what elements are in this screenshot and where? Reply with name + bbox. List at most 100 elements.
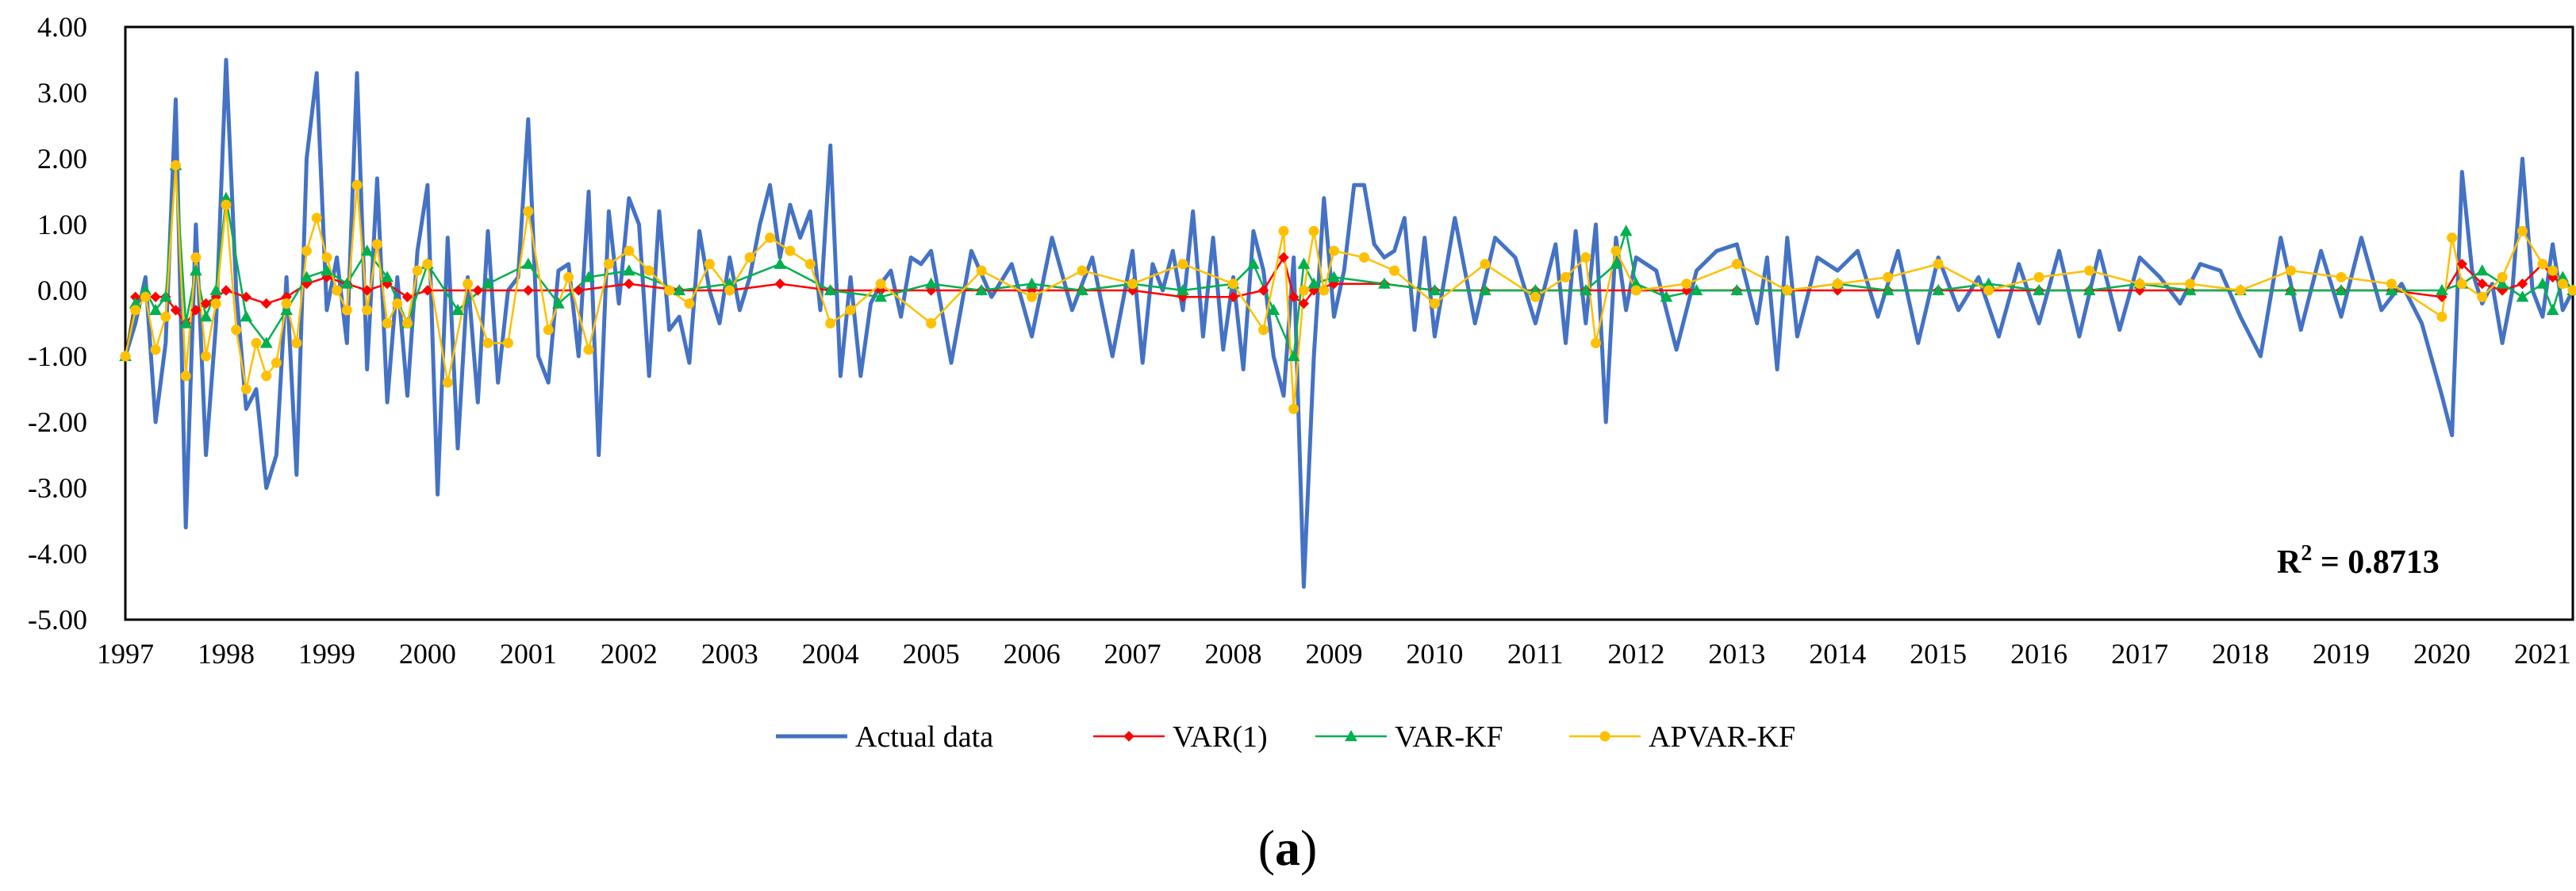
data-point xyxy=(472,285,484,296)
y-tick-label: -2.00 xyxy=(28,406,87,438)
data-point xyxy=(926,318,937,328)
data-point xyxy=(2284,283,2298,296)
data-point xyxy=(160,311,171,322)
data-point xyxy=(1881,283,1895,296)
data-point xyxy=(301,245,313,256)
r-squared-annotation: R2 = 0.8713 xyxy=(2277,541,2440,581)
data-point xyxy=(724,285,735,296)
x-tick-label: 2019 xyxy=(2313,638,2370,670)
figure-caption: (a) xyxy=(1258,820,1318,876)
data-point xyxy=(622,264,635,276)
x-tick-label: 2016 xyxy=(2010,638,2067,670)
data-point xyxy=(2496,277,2509,289)
x-tick-label: 2018 xyxy=(2212,638,2269,670)
x-tick-label: 2008 xyxy=(1205,638,1262,670)
data-point xyxy=(582,271,595,282)
data-point xyxy=(221,285,232,296)
data-point xyxy=(120,351,131,362)
data-point xyxy=(2537,259,2548,270)
data-point xyxy=(1307,277,1320,289)
data-point xyxy=(523,205,534,217)
data-point xyxy=(1247,257,1260,269)
x-tick-label: 2015 xyxy=(1910,638,1967,670)
y-tick-label: -4.00 xyxy=(28,538,87,570)
data-point xyxy=(624,278,635,290)
data-point xyxy=(774,257,787,269)
data-point xyxy=(643,265,655,276)
x-tick-label: 1998 xyxy=(198,638,255,670)
data-point xyxy=(199,310,213,322)
data-point xyxy=(521,257,535,269)
data-point xyxy=(340,277,354,289)
data-point xyxy=(552,297,565,309)
data-point xyxy=(231,325,242,336)
data-point xyxy=(1883,271,1894,282)
data-point xyxy=(451,303,464,315)
x-axis-ticks: 1997 1998 1999 2000 2001 2002 2003 2004 2005 2006… xyxy=(97,638,2571,670)
data-point xyxy=(1228,278,1239,290)
data-point xyxy=(401,291,413,303)
data-point xyxy=(2567,285,2576,296)
data-point xyxy=(281,298,292,309)
data-point xyxy=(2033,271,2044,282)
data-point xyxy=(1297,257,1311,269)
data-point xyxy=(2447,232,2458,244)
data-point xyxy=(2546,303,2559,315)
legend-label: VAR(1) xyxy=(1173,720,1268,754)
data-point xyxy=(2134,278,2145,290)
data-point xyxy=(259,336,273,348)
data-point xyxy=(1177,259,1188,270)
data-point xyxy=(209,283,223,296)
data-point xyxy=(382,318,393,328)
data-point xyxy=(280,303,293,315)
y-tick-label: 3.00 xyxy=(37,77,87,109)
plot-frame xyxy=(124,25,2574,621)
data-point xyxy=(201,351,212,362)
data-point xyxy=(412,265,423,276)
data-point xyxy=(150,291,161,303)
data-point xyxy=(874,290,888,302)
data-point xyxy=(321,264,333,276)
data-point xyxy=(1560,271,1571,282)
data-point xyxy=(1660,290,1673,302)
data-point xyxy=(2516,278,2528,290)
data-point xyxy=(2335,283,2348,296)
series-line-actual-data xyxy=(123,58,2575,589)
data-point xyxy=(583,344,594,355)
data-point xyxy=(1258,325,1269,336)
data-point xyxy=(1027,291,1038,302)
data-point xyxy=(1591,337,1602,348)
data-point xyxy=(1308,225,1319,236)
data-point xyxy=(1227,291,1239,303)
data-point xyxy=(200,298,212,309)
data-point xyxy=(2385,283,2398,296)
data-point xyxy=(130,305,141,316)
data-point xyxy=(1630,285,1641,296)
data-point xyxy=(2516,290,2529,302)
data-point xyxy=(1690,283,1703,296)
data-point xyxy=(2083,283,2096,296)
legend-label: VAR-KF xyxy=(1395,720,1503,754)
data-point xyxy=(1429,298,1440,309)
x-tick-label: 2014 xyxy=(1809,638,1866,670)
data-point xyxy=(392,298,403,309)
x-tick-label: 2007 xyxy=(1104,638,1161,670)
series-line-apvar-kf xyxy=(124,164,2574,410)
data-point xyxy=(1389,265,1400,276)
data-point xyxy=(774,278,785,290)
data-point xyxy=(1127,278,1138,290)
x-tick-label: 2017 xyxy=(2111,638,2168,670)
data-point xyxy=(2185,278,2196,290)
data-point xyxy=(1359,252,1370,263)
data-point xyxy=(261,371,272,382)
data-point xyxy=(2386,278,2397,290)
data-point xyxy=(170,159,181,171)
data-point xyxy=(875,278,886,290)
data-point xyxy=(1328,245,1339,256)
x-tick-label: 2002 xyxy=(601,638,658,670)
data-point xyxy=(2286,265,2297,276)
x-tick-label: 2006 xyxy=(1004,638,1061,670)
legend: Actual data VAR(1) VAR-KF APVAR-KF xyxy=(776,720,1795,754)
data-point xyxy=(360,244,374,256)
